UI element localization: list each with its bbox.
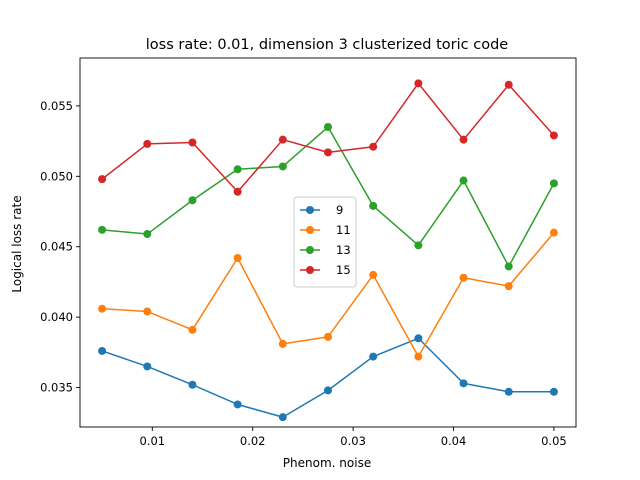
data-point xyxy=(369,201,378,210)
data-point xyxy=(414,79,423,88)
y-axis: 0.035 0.040 0.045 0.050 0.055 xyxy=(40,99,80,395)
data-point xyxy=(369,352,378,361)
data-point xyxy=(278,339,287,348)
data-point xyxy=(143,307,152,316)
legend: 9 11 13 15 xyxy=(293,196,357,288)
y-tick-label: 0.050 xyxy=(40,169,73,183)
x-tick-label: 0.02 xyxy=(240,434,266,448)
axes-border xyxy=(79,57,577,428)
data-point xyxy=(188,380,197,389)
data-point xyxy=(369,142,378,151)
series-9 xyxy=(98,334,558,422)
data-point xyxy=(459,176,468,185)
data-point xyxy=(549,131,558,140)
series-line-9 xyxy=(101,337,554,418)
data-point xyxy=(324,386,332,395)
data-point xyxy=(143,362,152,371)
data-point xyxy=(414,241,423,250)
data-point xyxy=(278,162,287,171)
x-axis: 0.01 0.02 0.03 0.04 0.05 xyxy=(139,427,567,448)
y-tick-label: 0.035 xyxy=(40,381,73,395)
data-point xyxy=(143,139,152,148)
series-13 xyxy=(98,123,558,271)
data-point xyxy=(324,332,332,341)
data-point xyxy=(414,334,423,343)
chart-title: loss rate: 0.01, dimension 3 clusterized… xyxy=(146,37,508,53)
data-point xyxy=(549,387,558,396)
y-axis-label: Logical loss rate xyxy=(10,195,24,292)
y-tick-label: 0.055 xyxy=(40,99,73,113)
data-point xyxy=(369,270,378,279)
data-point xyxy=(504,262,513,271)
data-point xyxy=(233,165,242,174)
legend-item-11: 11 xyxy=(300,223,351,237)
data-point xyxy=(459,273,468,282)
x-tick-label: 0.05 xyxy=(541,434,567,448)
data-point xyxy=(324,148,332,157)
data-point xyxy=(504,387,513,396)
x-tick-label: 0.01 xyxy=(139,434,165,448)
data-point xyxy=(459,379,468,388)
data-point xyxy=(188,138,197,147)
x-tick-label: 0.04 xyxy=(441,434,467,448)
legend-swatch-marker xyxy=(306,266,314,274)
series-line-15 xyxy=(101,82,555,193)
data-point xyxy=(504,282,513,291)
series-15 xyxy=(98,79,558,196)
y-tick-label: 0.040 xyxy=(40,310,73,324)
legend-box xyxy=(293,196,357,288)
data-point xyxy=(98,346,107,355)
legend-swatch-marker xyxy=(306,206,314,214)
data-point xyxy=(278,135,287,144)
data-point xyxy=(504,80,513,89)
data-point xyxy=(233,253,242,262)
legend-label: 15 xyxy=(336,263,351,277)
data-point xyxy=(188,196,197,205)
data-point xyxy=(414,352,423,361)
data-point xyxy=(98,225,107,234)
data-point xyxy=(549,228,558,237)
data-point xyxy=(233,400,242,409)
y-tick-label: 0.045 xyxy=(40,240,73,254)
x-axis-label: Phenom. noise xyxy=(283,456,371,470)
data-point xyxy=(98,175,107,184)
data-point xyxy=(549,179,558,188)
data-point xyxy=(188,325,197,334)
legend-label: 13 xyxy=(336,243,351,257)
data-point xyxy=(459,135,468,144)
legend-swatch-marker xyxy=(306,226,314,234)
legend-label: 9 xyxy=(336,203,343,217)
legend-swatch-marker xyxy=(306,246,314,254)
x-tick-label: 0.03 xyxy=(340,434,366,448)
legend-label: 11 xyxy=(336,223,351,237)
series-11 xyxy=(98,228,558,361)
data-point xyxy=(233,187,242,196)
plot-area xyxy=(98,79,558,422)
data-point xyxy=(324,123,332,132)
axes-frame xyxy=(79,57,577,428)
legend-item-13: 13 xyxy=(300,243,351,257)
legend-item-15: 15 xyxy=(300,263,351,277)
data-point xyxy=(278,413,287,422)
data-point xyxy=(98,304,107,313)
legend-item-9: 9 xyxy=(300,203,343,217)
data-point xyxy=(143,230,152,239)
